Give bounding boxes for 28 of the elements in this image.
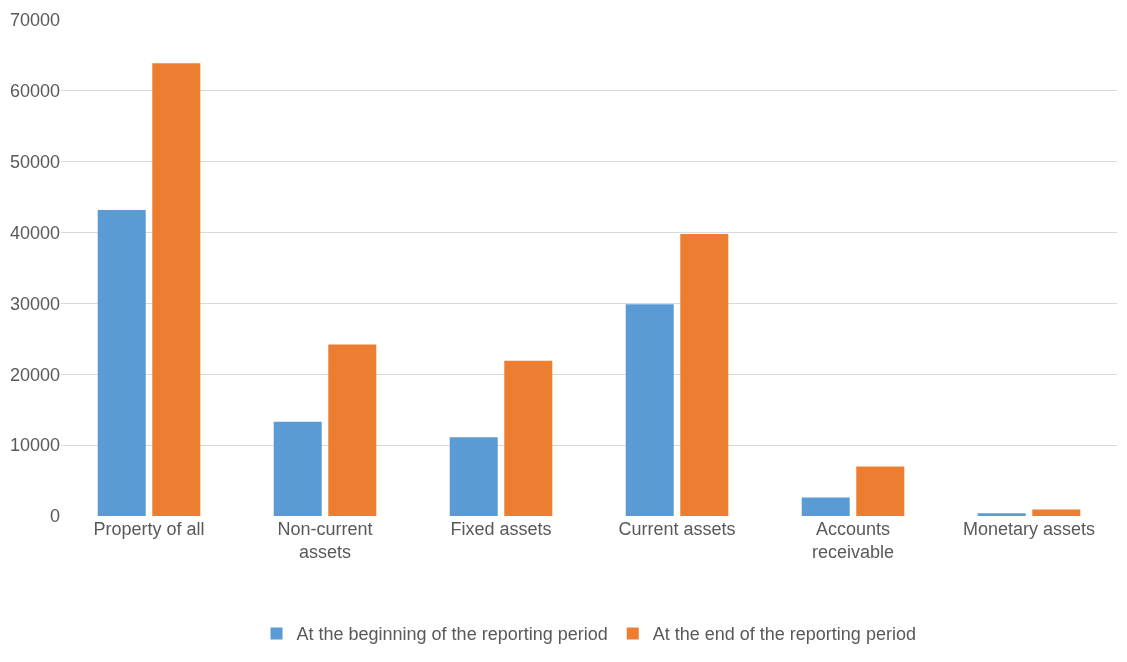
y-tick-label: 70000 — [9, 10, 60, 31]
y-tick-label: 60000 — [9, 81, 60, 102]
bar — [504, 360, 553, 516]
x-tick-label: Property of all — [93, 519, 205, 539]
bar — [273, 421, 322, 516]
y-tick-label: 40000 — [9, 222, 60, 243]
x-tick-label: Current assets — [618, 519, 736, 539]
x-tick-label: Fixed assets — [450, 519, 552, 539]
bar — [97, 209, 146, 516]
bar — [801, 497, 850, 516]
x-tick-label: Monetary assets — [962, 519, 1096, 539]
bar — [1032, 509, 1081, 516]
y-tick-label: 0 — [49, 506, 60, 527]
bar — [449, 437, 498, 516]
y-tick-label: 30000 — [9, 293, 60, 314]
y-tick-label: 20000 — [9, 364, 60, 385]
bar — [152, 63, 201, 516]
x-tick-label: Non-current assets — [277, 519, 373, 563]
bar — [625, 304, 674, 516]
bar — [328, 344, 377, 516]
bar — [856, 466, 905, 516]
y-tick-label: 10000 — [9, 435, 60, 456]
bar — [680, 233, 729, 516]
legend-label: At the end of the reporting period — [652, 624, 916, 645]
legend-label: At the beginning of the reporting period — [296, 624, 608, 645]
bar — [977, 513, 1026, 516]
y-tick-label: 50000 — [9, 152, 60, 173]
x-tick-label: Accounts receivable — [811, 519, 895, 563]
